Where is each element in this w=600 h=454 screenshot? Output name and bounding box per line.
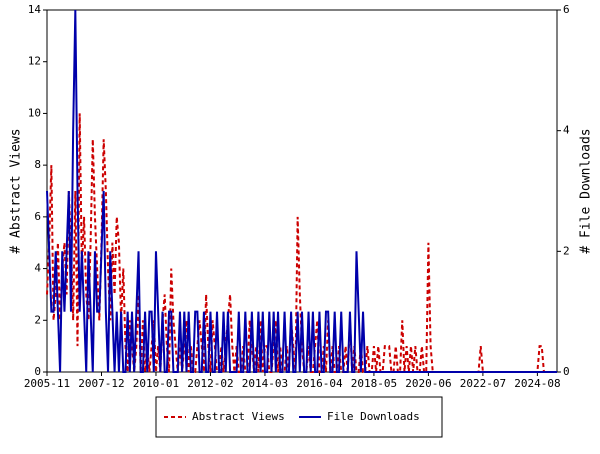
y-tick-label: 4 [34,262,41,275]
x-tick-label: 2007-12 [78,377,124,390]
y-tick-label: 12 [28,55,41,68]
legend [155,396,443,438]
y2-tick-label: 6 [563,3,570,16]
y2-tick-label: 2 [563,244,570,257]
x-tick-label: 2012-02 [187,377,233,390]
y-tick-label: 0 [34,365,41,378]
y-tick-label: 2 [34,313,41,326]
x-tick-label: 2014-03 [242,377,288,390]
y-tick-label: 14 [28,3,42,16]
y-tick-label: 8 [34,158,41,171]
x-tick-label: 2016-04 [296,377,343,390]
y2-axis-label: # File Downloads [579,128,594,253]
y-tick-label: 10 [28,106,41,119]
x-tick-label: 2010-01 [133,377,179,390]
y-tick-label: 6 [34,210,41,223]
x-tick-label: 2018-05 [351,377,397,390]
x-tick-label: 2020-06 [405,377,451,390]
series-line [46,9,557,373]
y2-tick-label: 0 [563,365,570,378]
x-tick-label: 2024-08 [514,377,560,390]
legend-label: Abstract Views [192,410,285,423]
legend-label: File Downloads [327,410,420,423]
y-axis-label: # Abstract Views [9,128,24,253]
x-tick-label: 2022-07 [460,377,506,390]
y2-tick-label: 4 [563,124,570,137]
x-tick-label: 2005-11 [24,377,70,390]
